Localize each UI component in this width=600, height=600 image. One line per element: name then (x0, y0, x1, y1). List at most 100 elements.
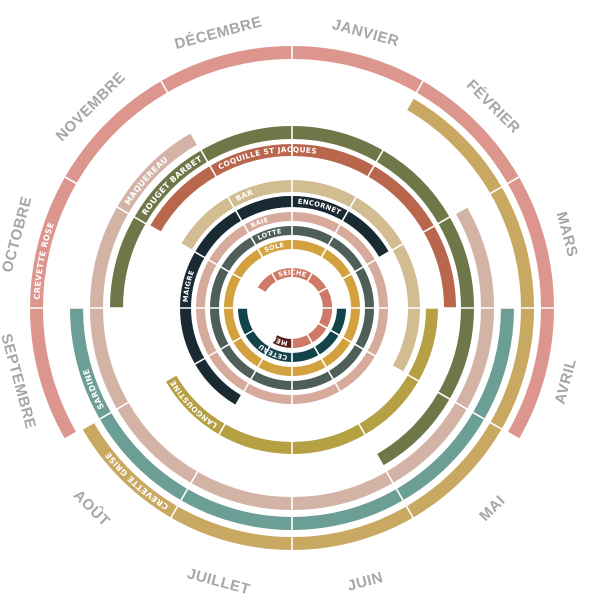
ring-segment (117, 402, 198, 483)
month-divider (301, 77, 426, 292)
ring-encornet (236, 196, 348, 221)
ring-segment (251, 371, 292, 390)
ring-segment (292, 488, 403, 530)
ring-bar (181, 180, 420, 372)
ring-segment (233, 249, 263, 279)
ring-segment (201, 126, 292, 162)
month-divider (158, 77, 283, 292)
ring-segment (335, 351, 376, 392)
month-label: DÉCEMBRE (173, 13, 264, 53)
month-divider (158, 324, 283, 539)
month-label: AOÛT (70, 486, 114, 530)
ring-segment (195, 358, 242, 405)
ring-seiche (257, 268, 332, 348)
ring-segment (408, 308, 438, 381)
ring-segment (30, 177, 77, 308)
ring-segment (134, 150, 208, 224)
ring-segment (292, 144, 374, 177)
species-label: SEICHE (277, 268, 308, 279)
ring-segment (292, 126, 383, 162)
ring-segment (314, 330, 339, 355)
ring-segment (224, 308, 241, 342)
ring-segment (343, 308, 360, 342)
ring-segment (292, 268, 312, 282)
month-label: NOVEMBRE (53, 69, 129, 145)
month-label: JANVIER (330, 16, 401, 50)
ring-crevette-grise (82, 98, 534, 550)
ring-segment (220, 344, 256, 380)
ring-segment (359, 375, 419, 435)
ring-segment (244, 383, 292, 404)
ring-segment (233, 337, 263, 367)
species-rings (30, 46, 554, 550)
month-label: JUIN (346, 569, 385, 595)
ring-segment (196, 308, 217, 356)
ring-rouget-barbet (110, 126, 474, 466)
ring-segment (65, 81, 168, 184)
month-divider (308, 317, 523, 442)
ring-segment (161, 46, 292, 93)
ring-segment (165, 375, 225, 435)
ring-segment (251, 226, 292, 245)
ring-segment (376, 392, 450, 466)
ring-segment (228, 180, 292, 208)
ring-segment (272, 334, 292, 348)
ring-segment (82, 422, 178, 518)
ring-segment (219, 424, 292, 454)
ring-segment (406, 422, 502, 518)
ring-segment (292, 506, 413, 550)
ring-segment (257, 273, 277, 293)
ring-segment (191, 471, 292, 510)
ring-segment (292, 180, 356, 208)
ring-segment (392, 308, 420, 372)
species-label: LANGOUSTINE (168, 378, 219, 430)
ring-segment (210, 144, 292, 177)
month-label: JUILLET (185, 565, 252, 598)
ring-segment (220, 236, 256, 272)
ring-sole (224, 240, 360, 376)
ring-segment (292, 212, 340, 233)
ring-segment (292, 226, 333, 245)
ring-segment (70, 308, 112, 419)
ring-segment (438, 217, 474, 308)
month-divider (301, 324, 426, 539)
ring-segment (416, 81, 519, 184)
ring-segment (224, 274, 241, 308)
ring-segment (244, 212, 292, 233)
ring-segment (90, 207, 129, 308)
ring-segment (196, 260, 217, 308)
ring-segment (321, 337, 351, 367)
ring-segment (376, 150, 450, 224)
ring-segment (258, 359, 292, 376)
ring-segment (90, 308, 129, 409)
ring-segment (343, 274, 360, 308)
ring-segment (149, 165, 216, 232)
month-label: MAI (476, 492, 509, 525)
ring-segment (245, 330, 270, 355)
ring-segment (195, 211, 242, 258)
ring-segment (110, 217, 146, 308)
ring-segment (180, 252, 205, 308)
month-dividers (26, 42, 558, 574)
ring-segment (490, 187, 534, 308)
ring-segment (328, 344, 364, 380)
ring-ceteau (238, 308, 346, 362)
ring-segment (181, 488, 292, 530)
ring-segment (292, 196, 348, 221)
ring-langoustine (165, 308, 438, 454)
ring-segment (292, 424, 365, 454)
ring-segment (30, 308, 77, 439)
ring-segment (350, 197, 403, 250)
ring-segment (368, 165, 435, 232)
ring-segment (318, 288, 332, 308)
ring-segment (386, 402, 467, 483)
ring-maquereau (90, 133, 494, 510)
ring-segment (438, 308, 474, 399)
species-label: MAIGRE (182, 269, 196, 302)
ring-segment (490, 308, 534, 429)
ring-segment (258, 240, 292, 257)
ring-segment (181, 197, 234, 250)
month-divider (308, 174, 523, 299)
ring-segment (307, 273, 327, 293)
